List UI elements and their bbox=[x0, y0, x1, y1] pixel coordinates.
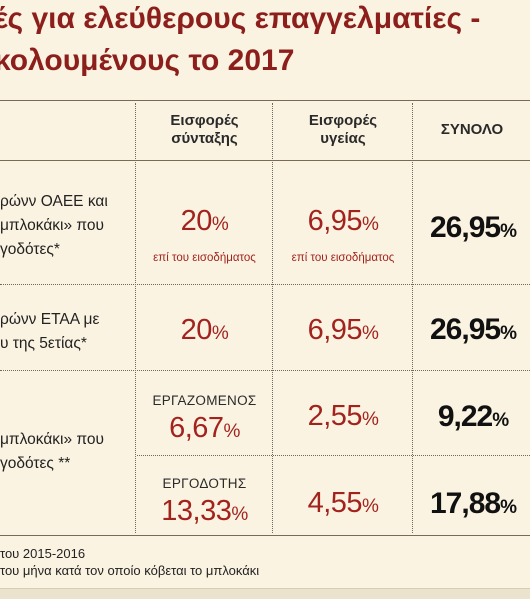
row3-employee-pension-value: 6,67% bbox=[169, 412, 240, 444]
row3-employer-role: ΕΡΓΟΔΟΤΗΣ bbox=[162, 476, 247, 491]
column-separator-3 bbox=[412, 103, 413, 533]
column-separator-1 bbox=[135, 103, 136, 533]
header-health-line2: υγείας bbox=[320, 130, 366, 147]
row3-employer-total-value: 17,88% bbox=[430, 487, 517, 520]
header-health: Εισφορές υγείας bbox=[274, 112, 412, 148]
row3-employee-total-value: 9,22% bbox=[437, 400, 509, 433]
row1-health-value: 6,95% bbox=[307, 205, 379, 237]
table-bottom-rule bbox=[0, 535, 530, 536]
row3-category-line2: γοδότες ** bbox=[0, 455, 71, 472]
title-line-1: ές για ελεύθερους επαγγελματίες - bbox=[0, 2, 481, 35]
row1-category-line3: γοδότες* bbox=[0, 241, 60, 258]
row3-employer-pension-value: 13,33% bbox=[161, 495, 248, 527]
row1-health-note: επί του εισοδήματος bbox=[291, 252, 395, 264]
row2-total-value: 26,95% bbox=[430, 313, 517, 346]
footnote-2: του μήνα κατά τον οποίο κόβεται το μπλοκ… bbox=[0, 563, 260, 578]
row2-category-line2: υ της 5ετίας* bbox=[0, 335, 87, 352]
row2-category: ρώνν ΕΤΑΑ με υ της 5ετίας* bbox=[0, 308, 99, 356]
row-separator-1 bbox=[0, 284, 530, 285]
row1-category: ρώνν ΟΑΕΕ και μπλοκάκι» που γοδότες* bbox=[0, 190, 108, 262]
title-line-2: κολουμένους το 2017 bbox=[0, 44, 295, 77]
footnote-1: του 2015-2016 bbox=[0, 546, 86, 561]
header-total: ΣΥΝΟΛΟ bbox=[440, 121, 504, 138]
row2-pension-value: 20% bbox=[180, 314, 229, 346]
header-pension-line2: σύνταξης bbox=[171, 130, 238, 147]
row3-employer-health-value: 4,55% bbox=[307, 487, 379, 519]
row2-category-line1: ρώνν ΕΤΑΑ με bbox=[0, 311, 100, 328]
row-separator-3 bbox=[137, 455, 530, 456]
header-bottom-rule bbox=[0, 160, 530, 161]
column-separator-2 bbox=[272, 103, 273, 533]
row-separator-2 bbox=[0, 370, 530, 371]
row3-employee-health-value: 2,55% bbox=[307, 400, 379, 432]
row1-category-line2: μπλοκάκι» που bbox=[0, 217, 104, 234]
header-pension: Εισφορές σύνταξης bbox=[137, 112, 272, 148]
bottom-band bbox=[0, 588, 530, 599]
row1-total-value: 26,95% bbox=[430, 211, 517, 244]
header-health-line1: Εισφορές bbox=[308, 112, 378, 129]
row1-pension-note: επί του εισοδήματος bbox=[153, 252, 256, 264]
row1-category-line1: ρώνν ΟΑΕΕ και bbox=[0, 193, 108, 210]
row1-pension-value: 20% bbox=[180, 205, 229, 237]
row3-category: μπλοκάκι» που γοδότες ** bbox=[0, 428, 104, 476]
row3-employee-role: ΕΡΓΑΖΟΜΕΝΟΣ bbox=[152, 393, 257, 408]
header-top-rule bbox=[0, 100, 530, 101]
header-pension-line1: Εισφορές bbox=[170, 112, 239, 129]
row2-health-value: 6,95% bbox=[307, 314, 379, 346]
row3-category-line1: μπλοκάκι» που bbox=[0, 431, 104, 448]
